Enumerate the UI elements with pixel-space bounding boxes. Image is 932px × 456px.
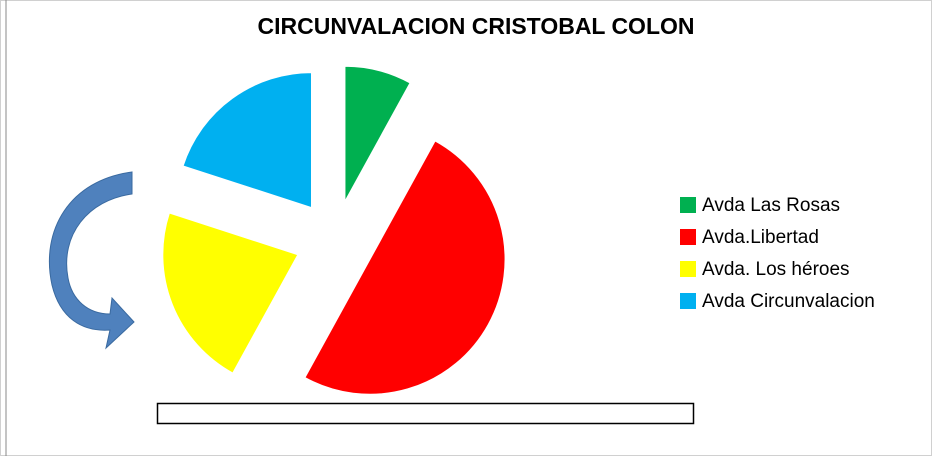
legend-label: Avda Circunvalacion <box>702 291 875 312</box>
pie-slice <box>344 65 411 202</box>
legend-label: Avda.Libertad <box>702 227 819 248</box>
curved-arrow <box>48 171 135 350</box>
legend-label: Avda Las Rosas <box>702 195 840 216</box>
pie-slice <box>162 212 299 374</box>
chart-title: CIRCUNVALACION CRISTOBAL COLON <box>258 13 695 39</box>
pie-slice <box>304 140 506 395</box>
pie-slice <box>182 72 312 209</box>
legend-swatch <box>680 229 696 245</box>
legend-label: Avda. Los héroes <box>702 259 850 280</box>
legend-swatch <box>680 261 696 277</box>
legend-swatch <box>680 197 696 213</box>
empty-box <box>156 402 695 425</box>
legend-swatch <box>680 293 696 309</box>
